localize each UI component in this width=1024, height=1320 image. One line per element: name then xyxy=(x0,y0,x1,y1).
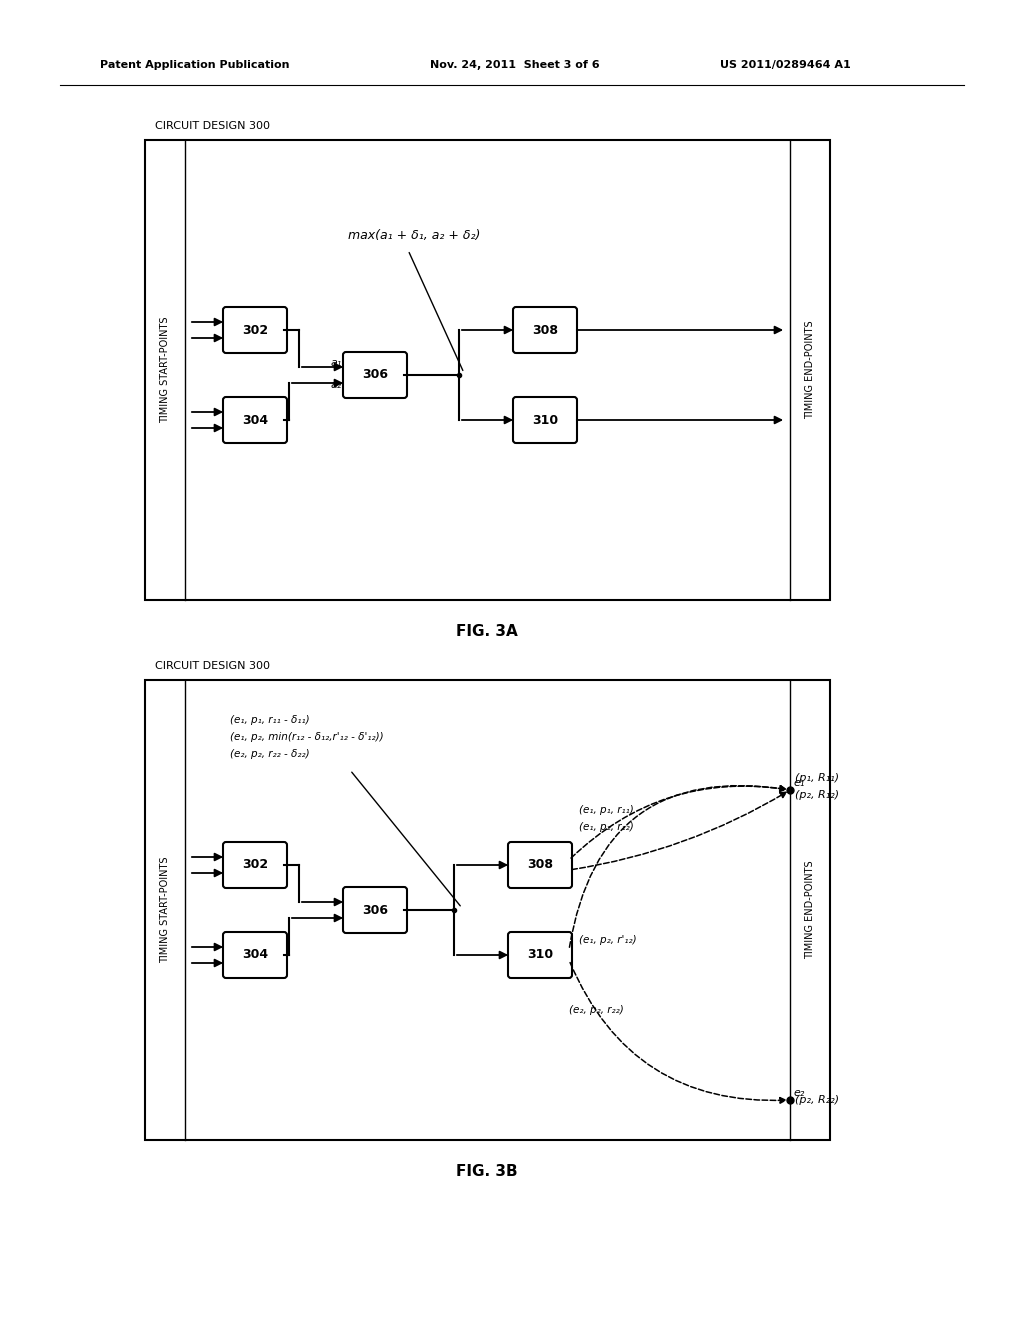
FancyBboxPatch shape xyxy=(513,308,577,352)
Text: (e₁, p₂, r'₁₂): (e₁, p₂, r'₁₂) xyxy=(579,935,637,945)
Text: CIRCUIT DESIGN 300: CIRCUIT DESIGN 300 xyxy=(155,121,270,131)
Text: Patent Application Publication: Patent Application Publication xyxy=(100,59,290,70)
FancyBboxPatch shape xyxy=(223,932,287,978)
FancyBboxPatch shape xyxy=(343,352,407,399)
Bar xyxy=(145,140,830,601)
Text: 308: 308 xyxy=(527,858,553,871)
Text: TIMING END-POINTS: TIMING END-POINTS xyxy=(805,861,815,960)
Text: max(a₁ + δ₁, a₂ + δ₂): max(a₁ + δ₁, a₂ + δ₂) xyxy=(348,228,480,242)
Text: (e₁, p₂, r₁₂): (e₁, p₂, r₁₂) xyxy=(579,822,634,832)
FancyBboxPatch shape xyxy=(513,397,577,444)
Text: e₂: e₂ xyxy=(793,1088,805,1098)
FancyBboxPatch shape xyxy=(508,842,572,888)
Text: 304: 304 xyxy=(242,413,268,426)
Text: 306: 306 xyxy=(362,903,388,916)
FancyBboxPatch shape xyxy=(223,397,287,444)
Text: 308: 308 xyxy=(532,323,558,337)
Text: US 2011/0289464 A1: US 2011/0289464 A1 xyxy=(720,59,851,70)
Text: 302: 302 xyxy=(242,323,268,337)
Text: (p₂, R₂₂): (p₂, R₂₂) xyxy=(795,1096,839,1105)
Text: TIMING START-POINTS: TIMING START-POINTS xyxy=(160,317,170,424)
FancyBboxPatch shape xyxy=(508,932,572,978)
Text: (e₁, p₁, r₁₁): (e₁, p₁, r₁₁) xyxy=(579,805,634,814)
Text: 310: 310 xyxy=(527,949,553,961)
Text: (e₁, p₂, min(r₁₂ - δ₁₂,r'₁₂ - δ'₁₂)): (e₁, p₂, min(r₁₂ - δ₁₂,r'₁₂ - δ'₁₂)) xyxy=(230,733,384,742)
Text: (p₂, R₁₂): (p₂, R₁₂) xyxy=(795,789,839,800)
Text: CIRCUIT DESIGN 300: CIRCUIT DESIGN 300 xyxy=(155,661,270,671)
Text: (e₂, p₂, r₂₂): (e₂, p₂, r₂₂) xyxy=(569,1005,624,1015)
Text: (e₁, p₁, r₁₁ - δ₁₁): (e₁, p₁, r₁₁ - δ₁₁) xyxy=(230,715,309,725)
Text: TIMING START-POINTS: TIMING START-POINTS xyxy=(160,857,170,964)
Text: (e₂, p₂, r₂₂ - δ₂₂): (e₂, p₂, r₂₂ - δ₂₂) xyxy=(230,748,309,759)
Text: FIG. 3B: FIG. 3B xyxy=(456,1164,518,1180)
Text: 302: 302 xyxy=(242,858,268,871)
Text: a₂: a₂ xyxy=(331,380,342,389)
FancyBboxPatch shape xyxy=(343,887,407,933)
FancyBboxPatch shape xyxy=(223,308,287,352)
FancyBboxPatch shape xyxy=(223,842,287,888)
Text: a₁: a₁ xyxy=(331,358,342,368)
Bar xyxy=(145,680,830,1140)
Text: 306: 306 xyxy=(362,368,388,381)
Text: FIG. 3A: FIG. 3A xyxy=(456,624,518,639)
Text: e₁: e₁ xyxy=(793,777,805,788)
Text: 304: 304 xyxy=(242,949,268,961)
Text: Nov. 24, 2011  Sheet 3 of 6: Nov. 24, 2011 Sheet 3 of 6 xyxy=(430,59,600,70)
Text: (p₁, R₁₁): (p₁, R₁₁) xyxy=(795,774,839,783)
Text: TIMING END-POINTS: TIMING END-POINTS xyxy=(805,321,815,420)
Text: 310: 310 xyxy=(531,413,558,426)
